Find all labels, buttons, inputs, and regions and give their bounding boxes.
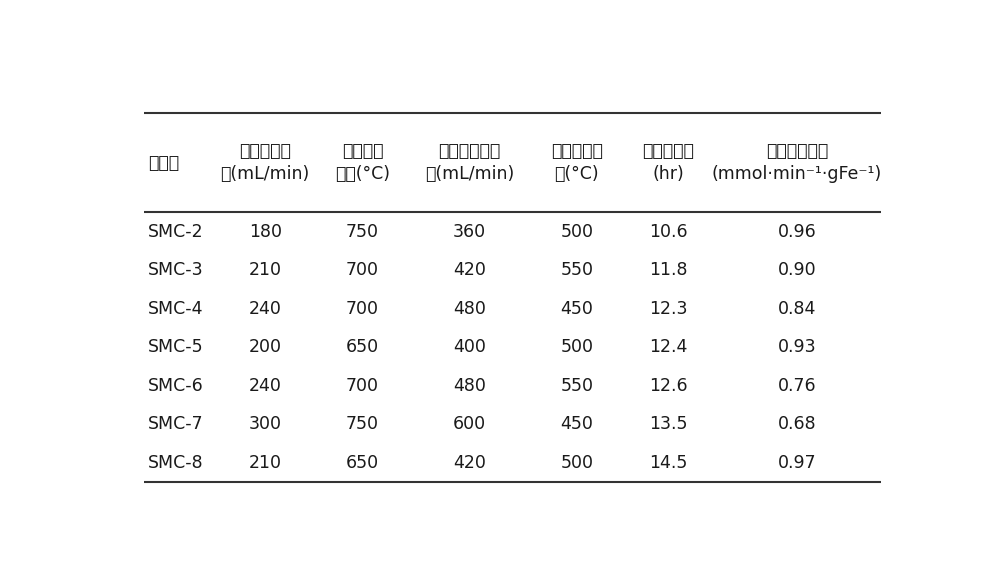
Text: 度(mL/min): 度(mL/min) [221,165,310,183]
Text: 750: 750 [346,223,379,241]
Text: 10.6: 10.6 [649,223,688,241]
Text: 反应１的: 反应１的 [342,142,383,160]
Text: 700: 700 [346,300,379,318]
Text: 550: 550 [560,261,593,279]
Text: 12.4: 12.4 [649,338,688,356]
Text: 200: 200 [249,338,282,356]
Text: 500: 500 [560,223,593,241]
Text: 550: 550 [560,377,593,395]
Text: 催化剂: 催化剂 [148,153,179,171]
Text: 240: 240 [249,300,282,318]
Text: 氢气生成速率: 氢气生成速率 [766,142,828,160]
Text: 700: 700 [346,261,379,279]
Text: SMC-2: SMC-2 [148,223,204,241]
Text: 0.96: 0.96 [777,223,816,241]
Text: 反应２的温: 反应２的温 [551,142,603,160]
Text: 600: 600 [453,415,486,433]
Text: SMC-8: SMC-8 [148,454,204,472]
Text: 0.93: 0.93 [778,338,816,356]
Text: 500: 500 [560,454,593,472]
Text: 14.5: 14.5 [649,454,688,472]
Text: 650: 650 [346,338,379,356]
Text: 0.90: 0.90 [778,261,816,279]
Text: SMC-6: SMC-6 [148,377,204,395]
Text: 甲烷进料速: 甲烷进料速 [239,142,291,160]
Text: 温度(°C): 温度(°C) [335,165,390,183]
Text: 480: 480 [453,300,486,318]
Text: 450: 450 [560,415,593,433]
Text: (mmol·min⁻¹·gFe⁻¹): (mmol·min⁻¹·gFe⁻¹) [712,165,882,183]
Text: 480: 480 [453,377,486,395]
Text: 750: 750 [346,415,379,433]
Text: (hr): (hr) [652,165,684,183]
Text: 12.6: 12.6 [649,377,688,395]
Text: 360: 360 [453,223,486,241]
Text: 210: 210 [249,454,282,472]
Text: 450: 450 [560,300,593,318]
Text: 0.84: 0.84 [778,300,816,318]
Text: 0.76: 0.76 [778,377,816,395]
Text: 水蒸气进料速: 水蒸气进料速 [439,142,501,160]
Text: SMC-3: SMC-3 [148,261,204,279]
Text: 0.68: 0.68 [778,415,816,433]
Text: SMC-7: SMC-7 [148,415,204,433]
Text: 210: 210 [249,261,282,279]
Text: 度(°C): 度(°C) [554,165,599,183]
Text: SMC-5: SMC-5 [148,338,204,356]
Text: 180: 180 [249,223,282,241]
Text: 11.8: 11.8 [649,261,688,279]
Text: 500: 500 [560,338,593,356]
Text: 度(mL/min): 度(mL/min) [425,165,514,183]
Text: 240: 240 [249,377,282,395]
Text: SMC-4: SMC-4 [148,300,204,318]
Text: 12.3: 12.3 [649,300,688,318]
Text: 420: 420 [453,261,486,279]
Text: 650: 650 [346,454,379,472]
Text: 13.5: 13.5 [649,415,688,433]
Text: 0.97: 0.97 [778,454,816,472]
Text: 催化剂寿命: 催化剂寿命 [642,142,694,160]
Text: 420: 420 [453,454,486,472]
Text: 400: 400 [453,338,486,356]
Text: 300: 300 [249,415,282,433]
Text: 700: 700 [346,377,379,395]
